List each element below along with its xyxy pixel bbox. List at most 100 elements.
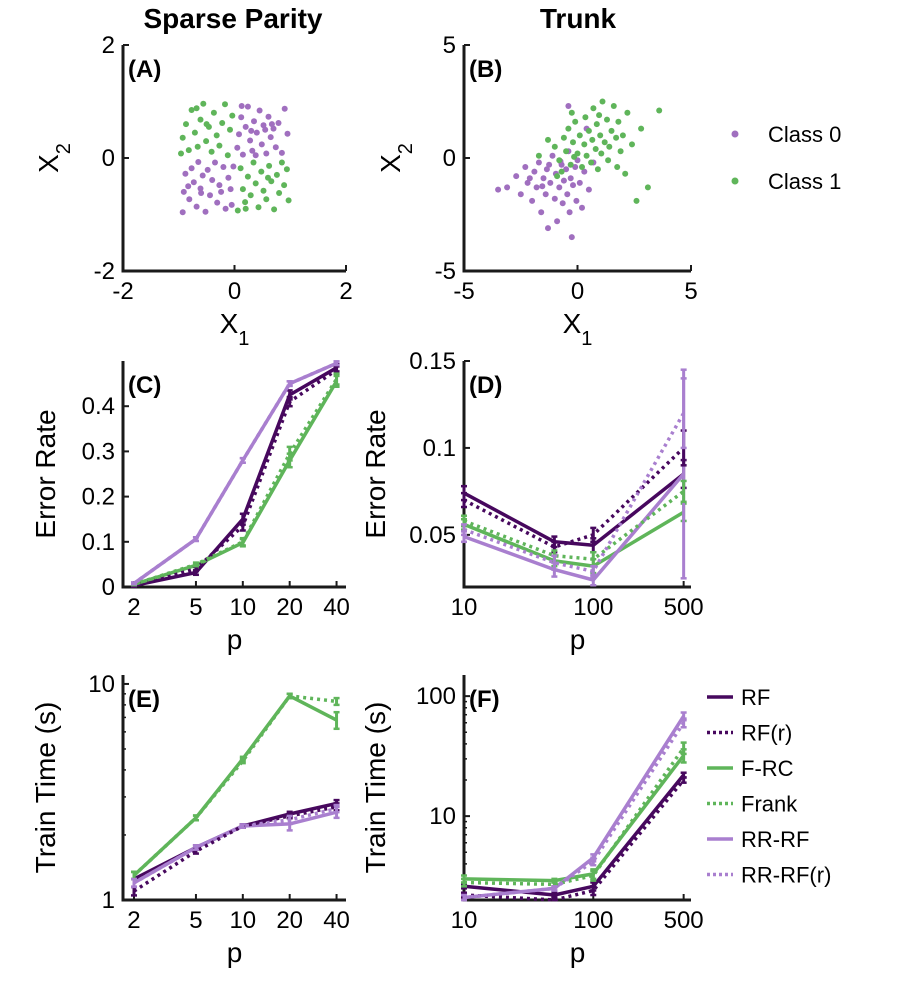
series-line [133, 380, 339, 586]
scatter-point [190, 179, 197, 186]
scatter-point [236, 131, 242, 138]
scatter-point [601, 139, 608, 146]
scatter-point [278, 159, 285, 166]
y-tick-label: 10 [88, 671, 115, 698]
scatter-point [535, 159, 542, 166]
scatter-point [617, 148, 624, 155]
scatter-point [210, 109, 217, 116]
scatter-point [585, 127, 592, 134]
scatter-point [596, 112, 603, 119]
scatter-point [576, 132, 583, 139]
scatter-point [547, 179, 554, 186]
legend-label-rr-rf: RR-RF [741, 827, 809, 852]
scatter-point [566, 209, 573, 216]
scatter-point [265, 174, 271, 181]
y-tick-label: 0.4 [82, 393, 115, 420]
y-tick-label: 0 [102, 574, 115, 601]
series-line [463, 472, 685, 548]
series-rf-r [130, 365, 340, 588]
scatter-point [242, 199, 249, 206]
x-axis-label: p [227, 937, 243, 968]
scatter-point [576, 179, 583, 186]
x-tick-label: 100 [573, 907, 613, 934]
panel-f: 10 100 500 10 100 (F) p Train Time (s) [360, 675, 704, 968]
scatter-point [563, 148, 570, 155]
scatter-point [228, 201, 235, 208]
series-class-0 [179, 103, 291, 216]
y-tick-label: 1 [102, 887, 115, 914]
series-rr-rf-r [130, 803, 340, 889]
scatter-point [185, 183, 192, 190]
scatter-point [571, 153, 578, 160]
series-line [133, 378, 338, 586]
series-line [133, 801, 337, 881]
scatter-point [195, 159, 202, 165]
scatter-point [633, 197, 640, 204]
scatter-point [629, 141, 635, 148]
scatter-point [572, 164, 579, 170]
scatter-point [263, 196, 270, 203]
scatter-point [222, 101, 228, 108]
scatter-point [604, 116, 610, 123]
scatter-point [203, 138, 210, 145]
x-axis-label: p [227, 624, 243, 655]
x-axis-label: p [570, 624, 586, 655]
series-line [463, 446, 685, 549]
scatter-point [258, 141, 265, 148]
scatter-point [202, 208, 209, 215]
scatter-point [244, 103, 251, 110]
x-tick-label: 100 [573, 594, 613, 621]
legend-label-rf: RF [741, 685, 770, 710]
scatter-point [250, 159, 257, 166]
scatter-point [551, 143, 558, 150]
series-class-1 [178, 100, 292, 214]
x-axis-label-subscript: 1 [581, 328, 592, 350]
series-frank [130, 372, 340, 587]
legend-label-rf-r: RF(r) [741, 721, 792, 746]
y-axis-label: Train Time (s) [30, 702, 61, 874]
scatter-point [268, 121, 275, 128]
scatter-point [610, 103, 617, 109]
scatter-point [535, 152, 542, 159]
y-axis-label: Error Rate [360, 409, 391, 538]
panel-label: (C) [128, 372, 161, 399]
scatter-point [247, 192, 254, 199]
scatter-point [188, 165, 195, 172]
scatter-point [554, 218, 561, 225]
scatter-point [568, 234, 575, 241]
y-axis-label: X2 [33, 143, 75, 173]
y-tick-label: 0 [102, 145, 115, 172]
scatter-point [242, 123, 249, 130]
series-class-0 [495, 103, 597, 241]
scatter-point [183, 121, 189, 128]
scatter-point [560, 134, 567, 141]
scatter-point [605, 157, 612, 164]
series-line [463, 721, 686, 900]
scatter-point [593, 121, 600, 128]
scatter-point [570, 139, 576, 146]
y-axis-label: X2 [375, 143, 417, 173]
scatter-point [560, 177, 567, 184]
series-rf [130, 798, 340, 889]
series-line [132, 694, 338, 877]
scatter-point [284, 130, 291, 137]
scatter-point [272, 144, 279, 151]
scatter-point [252, 180, 259, 187]
scatter-point [565, 103, 572, 109]
scatter-point [194, 143, 201, 150]
scatter-point [559, 200, 566, 207]
scatter-point [208, 148, 215, 155]
x-tick-label: 5 [189, 907, 202, 934]
scatter-point [185, 147, 192, 154]
scatter-point [238, 103, 245, 109]
scatter-point [262, 126, 269, 133]
y-tick-label: 0.05 [409, 522, 456, 549]
scatter-point [265, 113, 272, 120]
series-line [132, 694, 337, 877]
x-tick-label: 10 [229, 594, 256, 621]
scatter-point [558, 168, 565, 175]
y-tick-label: 2 [102, 32, 115, 59]
scatter-point [239, 186, 246, 193]
scatter-point [539, 183, 546, 190]
scatter-point [568, 109, 575, 116]
